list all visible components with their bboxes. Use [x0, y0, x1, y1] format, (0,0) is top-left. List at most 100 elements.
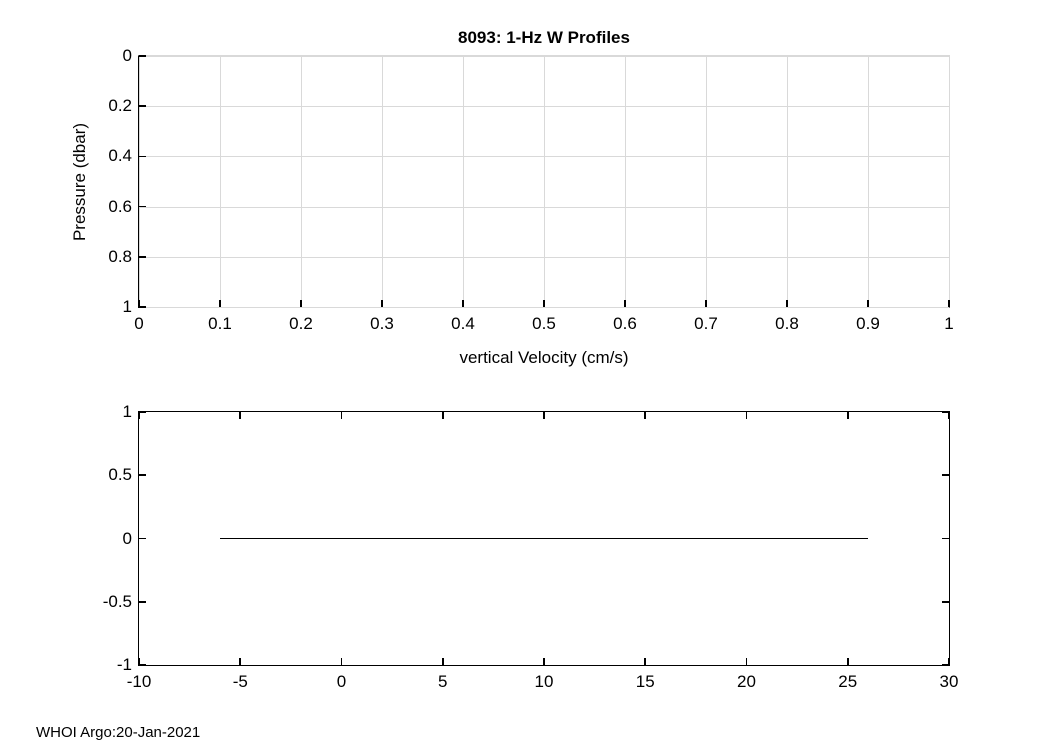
x-tick-label: 0.3 — [370, 314, 394, 333]
y-tick-mark — [942, 537, 949, 540]
y-tick-label: 0.6 — [108, 196, 132, 216]
x-tick-label: 0.2 — [289, 314, 313, 333]
gridline-horizontal — [139, 56, 949, 57]
x-tick-mark — [644, 658, 647, 665]
x-tick-label: 20 — [737, 672, 756, 691]
y-tick-mark — [139, 600, 146, 603]
x-tick-mark — [340, 412, 343, 419]
x-tick-mark — [441, 658, 444, 665]
y-tick-label: 0 — [122, 528, 132, 548]
bottom-plot-axes: -1 -0.5 0 0.5 1 -10 -5 0 5 10 15 20 25 30 — [103, 402, 959, 691]
y-tick-mark — [139, 205, 146, 208]
y-tick-label: 1 — [122, 297, 132, 316]
x-tick-label: 0.7 — [694, 314, 718, 333]
x-tick-label: 15 — [635, 672, 655, 691]
gridline-vertical — [220, 56, 221, 307]
x-tick-mark — [239, 412, 242, 419]
data-series-line — [220, 537, 868, 540]
x-tick-mark — [705, 300, 707, 307]
top-x-axis-title: vertical Velocity (cm/s) — [459, 348, 629, 367]
y-tick-label: 0 — [122, 46, 132, 65]
x-tick-label: 0.9 — [856, 314, 880, 333]
gridline-horizontal — [139, 307, 949, 308]
x-tick-label: 10 — [534, 672, 554, 691]
x-tick-mark — [867, 300, 869, 307]
y-tick-mark — [139, 155, 146, 158]
x-tick-mark — [239, 658, 242, 665]
y-tick-label: -1 — [116, 655, 132, 674]
gridline-vertical — [139, 56, 140, 307]
x-tick-label: 5 — [438, 672, 448, 691]
x-tick-mark — [138, 658, 140, 665]
y-tick-mark — [139, 105, 146, 107]
top-y-axis-title: Pressure (dbar) — [70, 122, 90, 241]
x-tick-label: 0 — [134, 314, 144, 333]
y-tick-label: -0.5 — [102, 591, 132, 611]
y-tick-mark — [139, 537, 146, 540]
y-tick-mark — [139, 55, 146, 57]
x-tick-mark — [543, 300, 545, 307]
x-tick-mark — [846, 658, 849, 665]
y-tick-mark — [139, 256, 146, 258]
x-tick-mark — [462, 300, 464, 307]
gridline-vertical — [544, 56, 545, 307]
x-tick-mark — [340, 658, 343, 665]
x-tick-mark — [381, 300, 383, 307]
x-tick-mark — [138, 412, 140, 419]
x-tick-label: 0.4 — [451, 314, 475, 333]
gridline-horizontal — [139, 156, 949, 158]
x-tick-mark — [644, 412, 647, 419]
gridline-horizontal — [139, 106, 949, 108]
x-tick-label: -5 — [232, 672, 248, 691]
x-tick-label: 0.8 — [775, 314, 799, 333]
x-tick-label: 0.5 — [532, 314, 556, 333]
y-tick-mark — [942, 474, 949, 477]
y-tick-mark — [139, 411, 146, 413]
x-tick-mark — [745, 412, 748, 419]
x-tick-mark — [948, 658, 950, 665]
y-tick-mark — [139, 474, 146, 477]
x-tick-label: 0.6 — [613, 314, 637, 333]
y-tick-label: 0.5 — [108, 465, 132, 485]
x-tick-label: 0 — [336, 672, 347, 691]
x-tick-mark — [846, 412, 849, 419]
x-tick-label: 30 — [939, 672, 959, 691]
x-tick-mark — [219, 300, 221, 307]
gridline-vertical — [463, 56, 464, 307]
gridline-vertical — [868, 56, 869, 307]
x-tick-label: 0.1 — [208, 314, 232, 333]
gridline-vertical — [301, 56, 302, 307]
y-tick-label: 1 — [122, 402, 132, 421]
x-tick-mark — [786, 300, 788, 307]
x-tick-mark — [441, 412, 444, 419]
y-tick-mark — [942, 411, 949, 413]
gridline-vertical — [382, 56, 383, 307]
gridline-vertical — [949, 56, 950, 307]
x-tick-mark — [948, 412, 950, 419]
x-tick-mark — [624, 300, 626, 307]
x-tick-label: 25 — [838, 672, 858, 691]
x-tick-label: -10 — [126, 672, 152, 691]
footer-credit: WHOI Argo:20-Jan-2021 — [36, 724, 201, 741]
figure-title: 8093: 1-Hz W Profiles — [458, 28, 630, 47]
x-tick-mark — [543, 412, 545, 419]
gridline-vertical — [787, 56, 788, 307]
y-tick-label: 0.4 — [108, 146, 132, 166]
y-tick-label: 0.8 — [108, 246, 132, 266]
y-tick-mark — [139, 306, 146, 308]
top-plot-axes: 0 0.2 0.4 0.6 0.8 1 0 0.1 0.2 0.3 0.4 0.5 0.6 0.7 0.8 0… — [108, 46, 953, 333]
x-tick-mark — [543, 658, 545, 665]
gridline-horizontal — [139, 206, 949, 208]
y-tick-mark — [942, 600, 949, 603]
gridline-vertical — [706, 56, 707, 307]
y-tick-mark — [139, 664, 146, 666]
gridline-horizontal — [139, 256, 949, 258]
x-tick-mark — [300, 300, 302, 307]
x-tick-mark — [745, 658, 748, 665]
x-tick-mark — [138, 300, 140, 307]
x-tick-label: 1 — [944, 314, 954, 333]
x-tick-mark — [948, 300, 950, 307]
gridline-vertical — [625, 56, 626, 307]
y-tick-label: 0.2 — [108, 96, 132, 116]
